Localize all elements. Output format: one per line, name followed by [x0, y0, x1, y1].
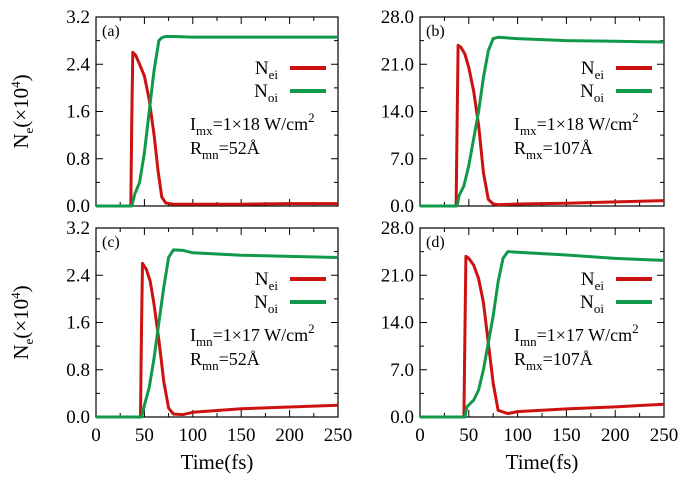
x-tick-label: 250 [650, 425, 679, 446]
legend-label: Nei [255, 269, 279, 293]
y-tick-label: 14.0 [381, 313, 414, 334]
y-tick-label: 28.0 [381, 7, 414, 28]
panel-d: 0.0 7.0 14.0 21.0 28.0 0 50 100 150 200 250 Time(fs… [381, 218, 679, 474]
y-tick-label: 21.0 [381, 54, 414, 75]
legend-label: Noi [580, 81, 604, 105]
panel-label: (d) [426, 234, 445, 251]
y-tick-label: 7.0 [390, 360, 414, 381]
y-tick-label: 3.2 [66, 218, 90, 239]
y-tick-label: 1.6 [66, 313, 90, 334]
panel-c: 0.0 0.8 1.6 2.4 3.2 0 50 100 150 200 250 Time(fs) Ne… [8, 218, 352, 474]
x-tick-label: 0 [91, 425, 101, 446]
annotation-text: Rmx=107Å [514, 138, 593, 162]
y-tick-label: 0.0 [66, 407, 90, 428]
annotation-text: Imx=1×18 W/cm2 [190, 110, 315, 138]
y-tick-label: 7.0 [390, 149, 414, 170]
y-tick-label: 3.2 [66, 7, 90, 28]
series-line-noi [420, 250, 665, 419]
series-line-nei [96, 50, 338, 208]
x-tick-label: 250 [324, 425, 353, 446]
panel-label: (b) [426, 23, 445, 40]
annotation-text: Imx=1×18 W/cm2 [514, 110, 639, 138]
y-tick-label: 2.4 [66, 265, 90, 286]
x-tick-label: 0 [415, 425, 425, 446]
y-axis-label: Ne(×104) [8, 74, 36, 148]
series-line-nei [96, 261, 339, 419]
y-tick-label: 0.8 [66, 360, 90, 381]
y-axis-label: Ne(×104) [8, 285, 36, 359]
y-tick-label: 2.4 [66, 54, 90, 75]
legend-label: Nei [581, 269, 605, 293]
x-axis-label: Time(fs) [506, 450, 579, 474]
y-tick-label: 0.0 [390, 196, 414, 217]
series-line-noi [96, 35, 338, 208]
y-tick-label: 0.0 [66, 196, 90, 217]
series-line-noi [96, 248, 339, 419]
series-line-noi [420, 35, 665, 208]
y-tick-label: 14.0 [381, 102, 414, 123]
x-axis-label: Time(fs) [181, 450, 254, 474]
annotation-text: Imn=1×17 W/cm2 [190, 321, 315, 349]
series-line-nei [420, 254, 665, 419]
legend-label: Noi [254, 292, 278, 316]
plot-frame [419, 227, 665, 418]
x-tick-label: 200 [601, 425, 630, 446]
x-tick-label: 150 [552, 425, 581, 446]
x-tick-label: 150 [227, 425, 256, 446]
annotation-text: Rmn=52Å [190, 349, 260, 373]
legend-label: Noi [254, 81, 278, 105]
panel-label: (c) [102, 234, 120, 251]
y-tick-label: 0.8 [66, 149, 90, 170]
annotation-text: Rmx=107Å [514, 349, 593, 373]
x-tick-label: 100 [179, 425, 208, 446]
legend-label: Nei [581, 58, 605, 82]
y-tick-label: 28.0 [381, 218, 414, 239]
y-tick-label: 0.0 [390, 407, 414, 428]
x-tick-label: 50 [135, 425, 154, 446]
series-line-nei [420, 43, 665, 208]
x-tick-label: 200 [275, 425, 304, 446]
annotation-text: Imn=1×17 W/cm2 [514, 321, 639, 349]
legend-label: Nei [255, 58, 279, 82]
annotation-text: Rmn=52Å [190, 138, 260, 162]
x-tick-label: 100 [503, 425, 532, 446]
x-tick-label: 50 [459, 425, 478, 446]
y-tick-label: 1.6 [66, 102, 90, 123]
y-tick-label: 21.0 [381, 265, 414, 286]
legend-label: Noi [580, 292, 604, 316]
panel-label: (a) [102, 23, 120, 40]
